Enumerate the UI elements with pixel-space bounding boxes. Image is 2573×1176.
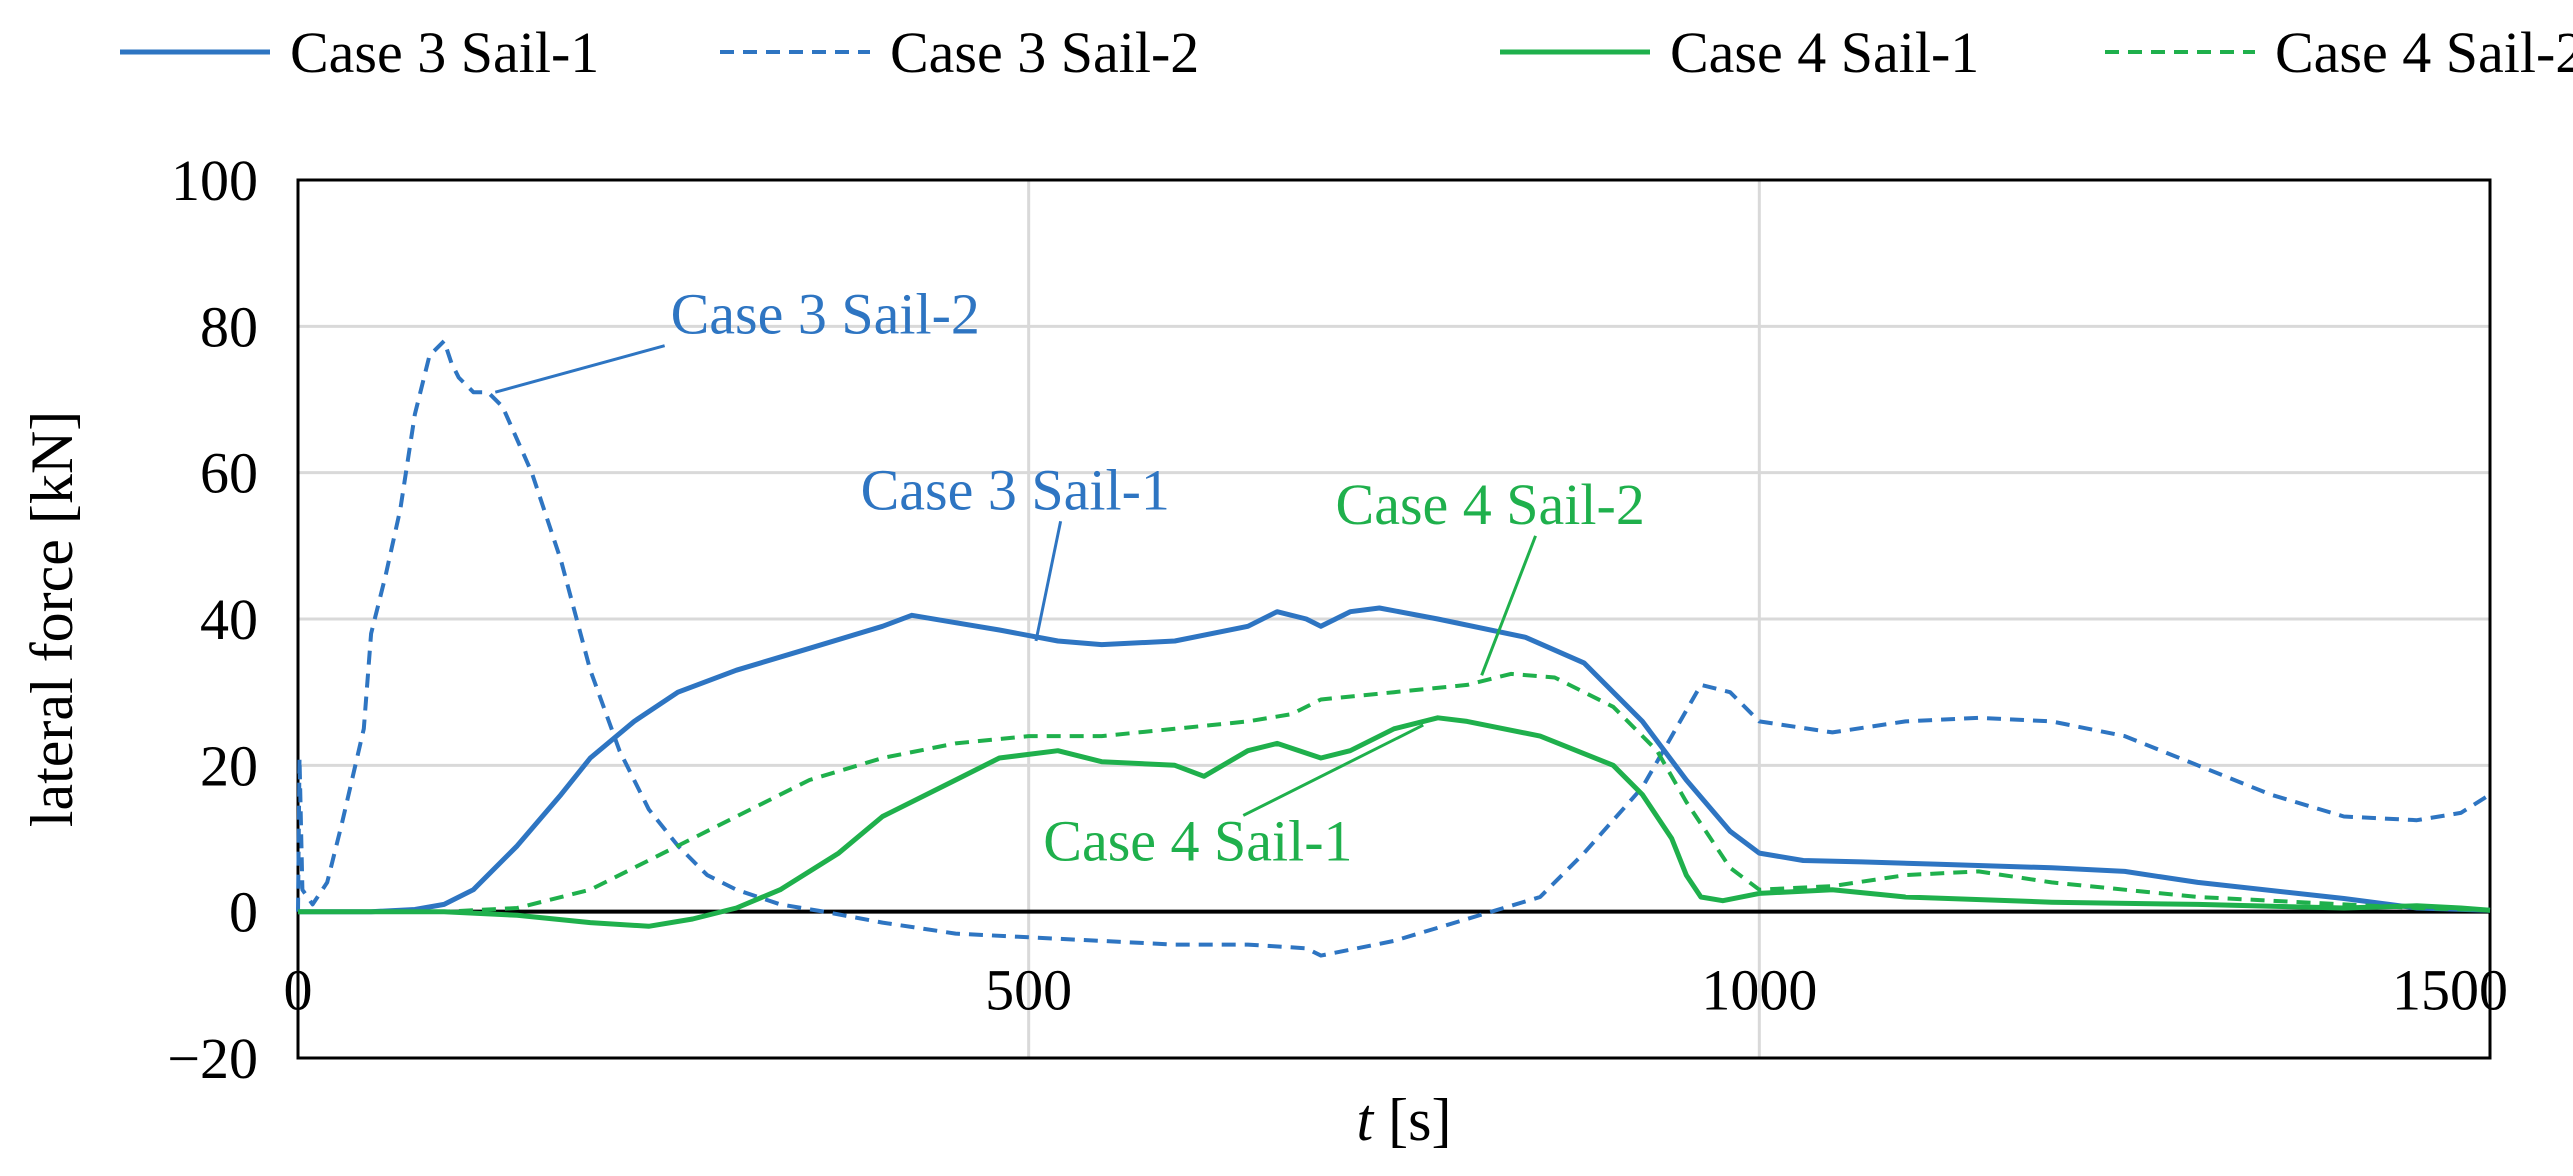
y-axis-title: lateral force [kN] (19, 411, 85, 827)
x-axis-title: t [s] (1357, 1087, 1452, 1153)
y-tick-label: 100 (171, 148, 258, 213)
y-tick-label: 40 (200, 587, 258, 652)
y-tick-label: −20 (167, 1026, 258, 1091)
x-tick-label: 1500 (2392, 958, 2508, 1023)
series-line-case-4-sail-1 (298, 715, 2491, 929)
plot-area-frame (296, 178, 2492, 1060)
legend-item-case-4-sail-1: Case 4 Sail-1 (1500, 20, 1979, 85)
annotation-leader-case-3-sail-1 (1034, 520, 1063, 642)
legend: Case 3 Sail-1 Case 3 Sail-2 Case 4 Sail-1 C… (120, 20, 2573, 85)
annotations: Case 3 Sail-2 Case 3 Sail-1 Case 4 Sail-2 C… (494, 282, 1645, 873)
x-tick-label: 1000 (1701, 958, 1817, 1023)
annotation-leader-case-4-sail-1 (1242, 723, 1424, 817)
series-line-case-4-sail-2 (298, 671, 2491, 914)
x-tick-label: 500 (985, 958, 1072, 1023)
y-tick-label: 80 (200, 294, 258, 359)
x-tick-label: 0 (284, 958, 313, 1023)
annotation-case-4-sail-1: Case 4 Sail-1 (1043, 808, 1352, 873)
annotation-case-3-sail-1: Case 3 Sail-1 (861, 457, 1170, 522)
series-line-case-3-sail-2 (296, 339, 2492, 958)
x-tick-labels: 0 500 1000 1500 (284, 958, 2509, 1023)
annotation-case-4-sail-2: Case 4 Sail-2 (1336, 472, 1645, 537)
legend-label: Case 3 Sail-1 (290, 20, 599, 85)
annotation-leader-case-4-sail-2 (1480, 535, 1537, 676)
y-tick-labels: −20 0 20 40 60 80 100 (167, 148, 258, 1091)
annotation-case-3-sail-2: Case 3 Sail-2 (671, 282, 980, 347)
legend-item-case-3-sail-1: Case 3 Sail-1 (120, 20, 599, 85)
y-tick-label: 0 (229, 880, 258, 945)
legend-label: Case 4 Sail-2 (2275, 20, 2573, 85)
series-lines (296, 339, 2492, 958)
x-axis-title-variable: t (1357, 1087, 1375, 1153)
x-axis-title-unit: [s] (1373, 1087, 1451, 1153)
legend-label: Case 3 Sail-2 (890, 20, 1199, 85)
legend-item-case-3-sail-2: Case 3 Sail-2 (720, 20, 1199, 85)
legend-item-case-4-sail-2: Case 4 Sail-2 (2105, 20, 2573, 85)
legend-label: Case 4 Sail-1 (1670, 20, 1979, 85)
annotation-leader-case-3-sail-2 (494, 344, 666, 394)
y-tick-label: 60 (200, 441, 258, 506)
series-line-case-3-sail-1 (298, 605, 2491, 915)
y-tick-label: 20 (200, 733, 258, 798)
